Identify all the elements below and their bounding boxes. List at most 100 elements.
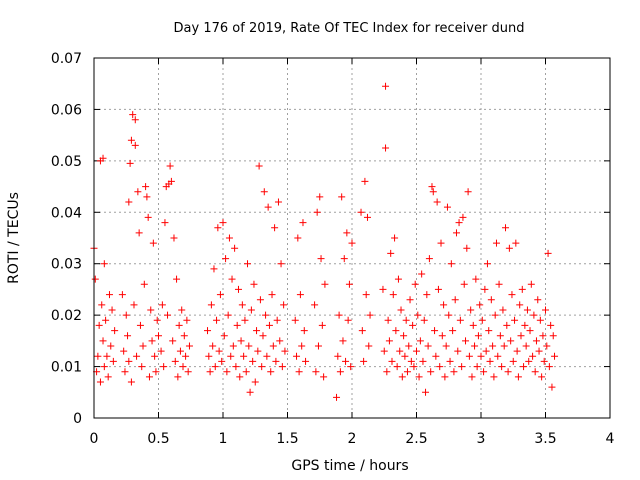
data-point [99,154,107,162]
data-point [320,373,328,381]
data-point [125,357,133,365]
data-point [521,321,529,329]
data-point [446,357,454,365]
data-point [392,327,400,335]
data-point [242,368,250,376]
data-point [109,357,117,365]
data-point [414,311,422,319]
data-point [477,352,485,360]
data-point [251,378,259,386]
data-point [321,280,329,288]
data-point [298,342,306,350]
data-point [366,311,374,319]
data-point [415,373,423,381]
axis-ticks: 0 0.5 1 1.5 2 2.5 3 3.5 4 0 0.01 0.02 0.03 0.04 0.05 0.… [51,51,615,447]
data-point [136,321,144,329]
data-point [204,327,212,335]
data-point [238,301,246,309]
data-point [206,368,214,376]
data-point [142,183,150,191]
x-tick-label: 2.5 [405,431,427,447]
data-point [244,260,252,268]
data-point [133,352,141,360]
data-point [100,260,108,268]
data-point [213,316,221,324]
data-point [129,111,137,119]
data-point [527,280,535,288]
data-point [220,332,228,340]
data-point [468,373,476,381]
data-point [135,229,143,237]
data-point [122,311,130,319]
data-point [549,332,557,340]
data-point [538,373,546,381]
data-point [316,193,324,201]
data-point [419,357,427,365]
data-point [214,224,222,232]
data-point [173,275,181,283]
data-point [210,265,218,273]
data-point [224,311,232,319]
data-point [545,363,553,371]
data-point [467,306,475,314]
data-point [219,219,227,227]
data-point [385,337,393,345]
data-point [334,352,342,360]
data-point [526,327,534,335]
data-point [293,352,301,360]
data-point [259,332,267,340]
data-point [184,368,192,376]
data-point [508,291,516,299]
data-point [551,352,559,360]
data-point [514,373,522,381]
data-point [124,332,132,340]
data-point [507,337,515,345]
data-point [539,332,547,340]
data-point [480,368,488,376]
data-point [486,357,494,365]
data-point [345,280,353,288]
data-point [95,321,103,329]
data-point [233,321,241,329]
data-point [149,239,157,247]
data-point [485,327,493,335]
data-point [523,306,531,314]
data-point [402,316,410,324]
data-point [126,159,134,167]
data-point [473,363,481,371]
data-point [400,332,408,340]
data-point [442,342,450,350]
data-point [262,311,270,319]
data-point [516,301,524,309]
data-point [458,363,466,371]
data-point [431,327,439,335]
data-point [343,229,351,237]
data-point [513,347,521,355]
data-point [463,244,471,252]
data-point [502,224,510,232]
data-point [236,373,244,381]
data-point [360,357,368,365]
data-point [300,327,308,335]
data-point [118,291,126,299]
data-point [391,234,399,242]
data-point [452,229,460,237]
data-point [318,321,326,329]
data-point [531,368,539,376]
x-tick-label: 3.5 [534,431,556,447]
data-point [100,363,108,371]
data-point [436,363,444,371]
data-point [147,306,155,314]
data-point [339,337,347,345]
data-point [228,275,236,283]
data-point [547,321,555,329]
x-tick-label: 4 [606,431,615,447]
data-point [445,311,453,319]
data-point [509,357,517,365]
data-point [180,332,188,340]
x-tick-label: 0 [90,431,99,447]
data-point [440,301,448,309]
data-point [179,363,187,371]
data-point [105,291,113,299]
data-point [363,213,371,221]
